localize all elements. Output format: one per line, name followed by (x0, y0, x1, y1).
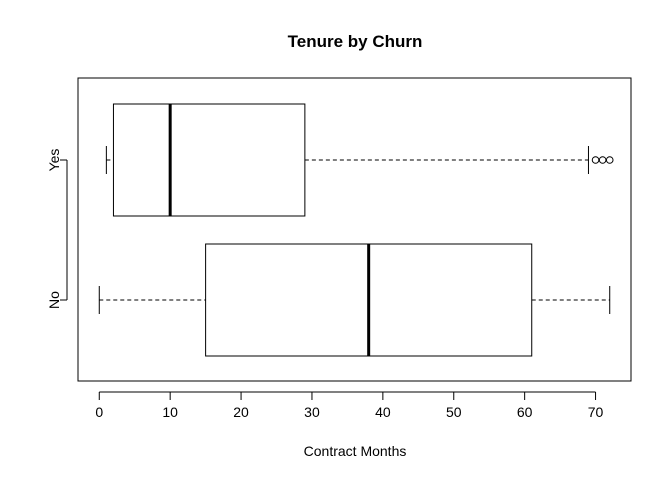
outlier-point (591, 156, 600, 164)
x-axis-label: Contract Months (304, 443, 407, 459)
iqr-box (112, 103, 306, 217)
x-tick-label: 10 (162, 404, 178, 420)
plot-frame (77, 77, 632, 382)
outlier-point (598, 156, 607, 164)
x-tick-label: 60 (517, 404, 533, 420)
x-axis: 0 10 20 30 40 50 60 70 (95, 391, 604, 420)
x-tick-label: 70 (588, 404, 604, 420)
outlier-point (605, 156, 614, 164)
x-tick-label: 20 (233, 404, 249, 420)
box-no (98, 243, 611, 357)
x-tick-label: 0 (95, 404, 103, 420)
x-tick-label: 30 (304, 404, 320, 420)
y-axis: No Yes (46, 149, 68, 309)
x-tick-label: 40 (375, 404, 391, 420)
box-yes (105, 103, 614, 217)
y-tick-label: Yes (46, 149, 62, 172)
y-tick-label: No (46, 291, 62, 309)
chart-title: Tenure by Churn (288, 32, 423, 51)
x-tick-label: 50 (446, 404, 462, 420)
box-series (98, 103, 614, 357)
